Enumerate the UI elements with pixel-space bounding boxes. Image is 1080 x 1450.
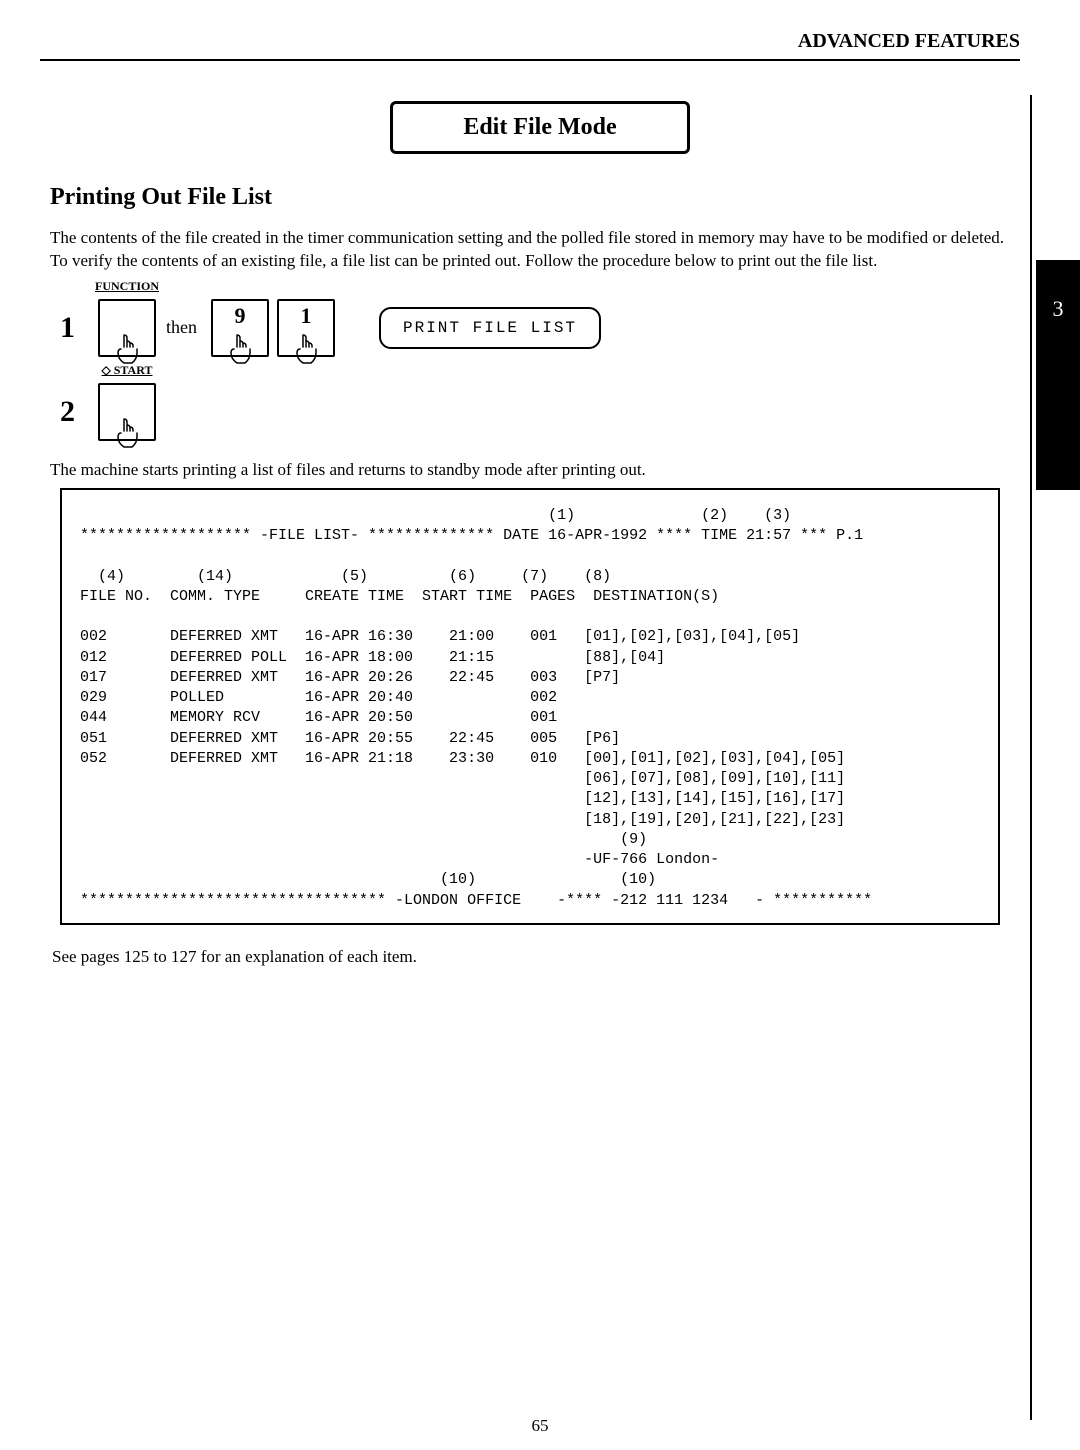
press-hand-icon (110, 417, 144, 451)
printout-row: [12],[13],[14],[15],[16],[17] (80, 790, 845, 807)
chapter-number: 3 (1053, 296, 1064, 490)
printout-row: -UF-766 London- (80, 851, 719, 868)
header-rule (40, 59, 1020, 61)
header-section-label: ADVANCED FEATURES (40, 30, 1040, 59)
step-2-row: 2 ◇ START (60, 383, 1040, 441)
printout-row: 002 DEFERRED XMT 16-APR 16:30 21:00 001 … (80, 628, 800, 645)
printout-row: 044 MEMORY RCV 16-APR 20:50 001 (80, 709, 557, 726)
printout-row: (9) (80, 831, 647, 848)
page-number: 65 (532, 1416, 549, 1436)
step-2-number: 2 (60, 395, 94, 429)
press-hand-icon (289, 333, 323, 367)
title-box: Edit File Mode (390, 101, 689, 154)
page-right-frame (1030, 95, 1032, 1420)
digit-1-key: 1 (277, 299, 335, 357)
printout-col-headers: FILE NO. COMM. TYPE CREATE TIME START TI… (80, 588, 719, 605)
digit-9-label: 9 (213, 303, 267, 329)
digit-9-key: 9 (211, 299, 269, 357)
function-key-label: FUNCTION (95, 279, 159, 294)
step-1-number: 1 (60, 311, 94, 345)
printout-row: [06],[07],[08],[09],[10],[11] (80, 770, 845, 787)
chapter-side-tab: 3 (1036, 260, 1080, 490)
printout-row: (10) (10) (80, 871, 656, 888)
intro-paragraph: The contents of the file created in the … (50, 227, 1010, 273)
lcd-display: PRINT FILE LIST (379, 307, 601, 349)
press-hand-icon (223, 333, 257, 367)
printout-header-line: ******************* -FILE LIST- ********… (80, 527, 863, 544)
steps-block: 1 FUNCTION then 9 1 PRINT FILE (60, 299, 1040, 441)
printout-row: 051 DEFERRED XMT 16-APR 20:55 22:45 005 … (80, 730, 620, 747)
printout-header-markers: (1) (2) (3) (80, 507, 791, 524)
function-key: FUNCTION (98, 299, 156, 357)
printout-row: 029 POLLED 16-APR 20:40 002 (80, 689, 557, 706)
press-hand-icon (110, 333, 144, 367)
title-wrap: Edit File Mode (40, 101, 1040, 154)
printout-col-markers: (4) (14) (5) (6) (7) (8) (80, 568, 611, 585)
digit-1-label: 1 (279, 303, 333, 329)
section-heading: Printing Out File List (50, 184, 1040, 211)
footnote: See pages 125 to 127 for an explanation … (52, 947, 1040, 967)
then-label: then (166, 317, 197, 338)
start-key: ◇ START (98, 383, 156, 441)
printout-row: 012 DEFERRED POLL 16-APR 18:00 21:15 [88… (80, 649, 665, 666)
step-1-row: 1 FUNCTION then 9 1 PRINT FILE (60, 299, 1040, 357)
printout-row: [18],[19],[20],[21],[22],[23] (80, 811, 845, 828)
printout-row: 052 DEFERRED XMT 16-APR 21:18 23:30 010 … (80, 750, 845, 767)
after-print-line: The machine starts printing a list of fi… (50, 459, 1010, 482)
page: ADVANCED FEATURES 3 Edit File Mode Print… (0, 0, 1080, 1450)
start-key-label: ◇ START (102, 363, 153, 378)
printout-row: ********************************** -LOND… (80, 892, 872, 909)
printout-box: (1) (2) (3) ******************* -FILE LI… (60, 488, 1000, 925)
printout-row: 017 DEFERRED XMT 16-APR 20:26 22:45 003 … (80, 669, 620, 686)
